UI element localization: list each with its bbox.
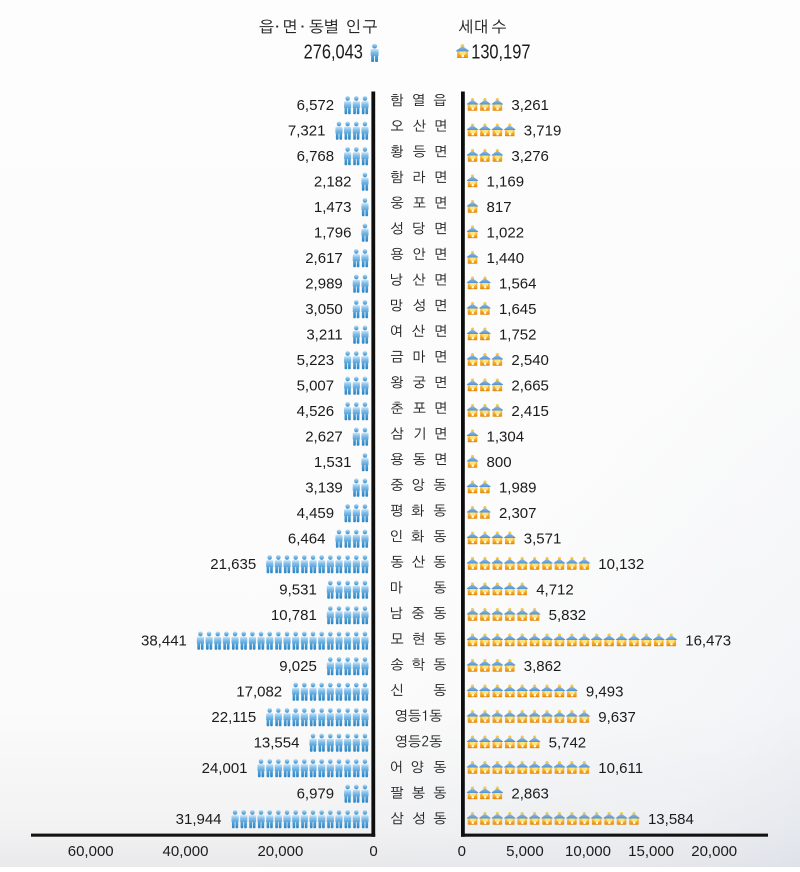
svg-text:1,473: 1,473 [314,199,352,216]
svg-text:1,645: 1,645 [499,301,537,318]
svg-text:10,132: 10,132 [598,556,644,573]
svg-text:4,712: 4,712 [536,582,574,599]
svg-text:6,768: 6,768 [297,148,335,165]
svg-text:13,584: 13,584 [648,811,694,828]
svg-text:2,540: 2,540 [511,352,549,369]
svg-text:20,000: 20,000 [691,843,737,860]
svg-text:0: 0 [458,843,466,860]
svg-text:1,169: 1,169 [487,174,525,191]
svg-text:3,211: 3,211 [306,327,342,344]
svg-text:3,050: 3,050 [305,301,343,318]
svg-text:31,944: 31,944 [176,811,222,828]
svg-text:9,493: 9,493 [586,684,624,701]
svg-text:15,000: 15,000 [628,843,674,860]
svg-text:16,473: 16,473 [685,633,731,650]
svg-text:3,571: 3,571 [524,531,562,548]
svg-text:2,617: 2,617 [305,250,343,267]
svg-text:38,441: 38,441 [141,633,187,650]
svg-text:5,000: 5,000 [506,843,544,860]
svg-text:1,989: 1,989 [499,480,537,497]
svg-text:9,637: 9,637 [598,709,636,726]
svg-text:24,001: 24,001 [202,760,248,777]
svg-text:20,000: 20,000 [257,843,303,860]
svg-text:817: 817 [487,199,512,216]
svg-text:1,022: 1,022 [487,225,525,242]
svg-text:276,043: 276,043 [304,40,363,63]
svg-text:9,025: 9,025 [279,658,317,675]
svg-text:22,115: 22,115 [211,709,256,726]
svg-text:1,304: 1,304 [487,429,525,446]
svg-text:5,742: 5,742 [549,735,587,752]
svg-text:9,531: 9,531 [279,582,317,599]
svg-text:2,863: 2,863 [511,786,549,803]
svg-text:5,007: 5,007 [297,378,335,395]
svg-text:1,796: 1,796 [314,225,352,242]
svg-text:6,464: 6,464 [288,531,326,548]
svg-text:1,564: 1,564 [499,276,537,293]
svg-text:40,000: 40,000 [163,843,209,860]
svg-text:0: 0 [369,843,377,860]
svg-text:5,832: 5,832 [549,607,587,624]
svg-text:10,611: 10,611 [598,760,643,777]
svg-text:3,276: 3,276 [511,148,549,165]
svg-text:1,531: 1,531 [314,454,352,471]
svg-text:2,627: 2,627 [305,429,343,446]
svg-text:2,665: 2,665 [511,378,549,395]
svg-text:1,752: 1,752 [499,327,537,344]
svg-text:5,223: 5,223 [297,352,335,369]
svg-text:800: 800 [487,454,512,471]
svg-text:130,197: 130,197 [471,40,530,63]
svg-text:2,415: 2,415 [511,403,549,420]
svg-text:10,781: 10,781 [271,607,317,624]
svg-text:3,862: 3,862 [524,658,562,675]
svg-text:17,082: 17,082 [236,684,282,701]
svg-text:4,526: 4,526 [297,403,335,420]
svg-text:2,989: 2,989 [305,276,343,293]
svg-text:4,459: 4,459 [297,505,335,522]
svg-text:6,572: 6,572 [297,97,335,114]
svg-text:2,182: 2,182 [314,174,352,191]
svg-text:21,635: 21,635 [210,556,256,573]
svg-text:7,321: 7,321 [288,123,326,140]
svg-text:3,719: 3,719 [524,123,562,140]
svg-text:3,261: 3,261 [511,97,549,114]
svg-text:60,000: 60,000 [68,843,114,860]
svg-text:3,139: 3,139 [305,480,343,497]
svg-text:2,307: 2,307 [499,505,537,522]
svg-text:13,554: 13,554 [254,735,300,752]
svg-text:6,979: 6,979 [297,786,335,803]
svg-text:1,440: 1,440 [487,250,525,267]
svg-text:10,000: 10,000 [565,843,611,860]
